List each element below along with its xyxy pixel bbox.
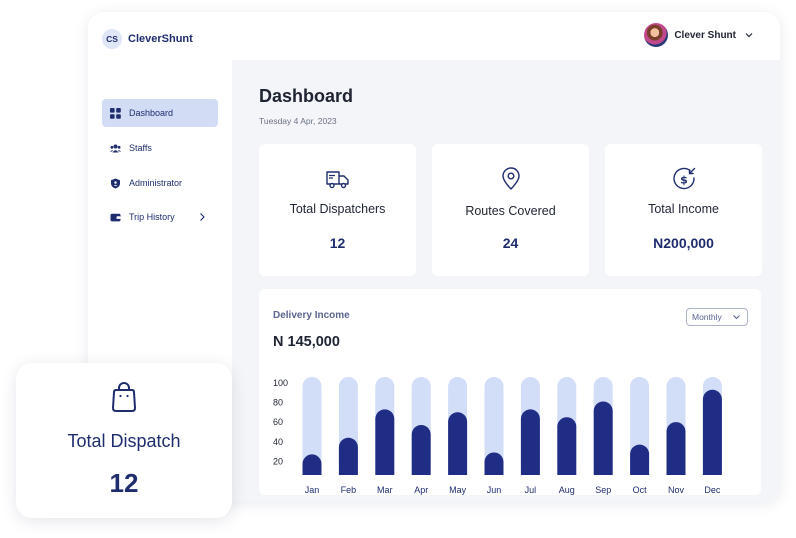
period-select[interactable]: Monthly: [686, 308, 748, 326]
x-tick-label: Jan: [305, 485, 320, 495]
x-tick-label: Jul: [525, 485, 537, 495]
delivery-income-card: Delivery Income N 145,000 Monthly 100 80 6…: [259, 289, 761, 495]
sidebar-item-label: Dashboard: [129, 108, 174, 118]
main-content: Dashboard Tuesday 4 Apr, 2023 Total Disp…: [232, 60, 780, 502]
wallet-icon: [110, 212, 121, 223]
stat-value: N200,000: [653, 235, 714, 251]
bar-track: [484, 377, 504, 475]
x-tick-label: Jun: [487, 485, 502, 495]
x-tick-label: Aug: [559, 485, 575, 495]
chart-title: Delivery Income: [273, 310, 350, 321]
page-date: Tuesday 4 Apr, 2023: [259, 116, 337, 126]
stat-card-total-dispatchers: Total Dispatchers 12: [259, 144, 416, 276]
bar-apr[interactable]: [411, 425, 431, 475]
location-pin-icon: [501, 167, 520, 190]
stat-label: Routes Covered: [465, 204, 556, 218]
avatar: [644, 23, 669, 47]
sidebar-item-label: Trip History: [129, 212, 175, 222]
stat-value: 24: [502, 235, 519, 251]
chevron-down-icon: [745, 33, 753, 38]
bar-track: [302, 377, 322, 475]
x-tick-label: Nov: [668, 485, 685, 495]
y-tick-label: 40: [273, 437, 283, 447]
bar-jan[interactable]: [302, 454, 322, 475]
bar-mar[interactable]: [375, 409, 395, 475]
delivery-income-chart: 100 80 60 40 20 Jan Feb Mar Apr May Jun Jul Aug Sep Oc…: [273, 377, 722, 495]
bar-jul[interactable]: [520, 409, 540, 475]
chevron-down-icon: [733, 315, 740, 320]
total-dispatch-label: Total Dispatch: [67, 431, 181, 451]
sidebar-item-dashboard[interactable]: Dashboard: [102, 99, 218, 127]
logo-badge: CS: [102, 29, 122, 49]
bar-may[interactable]: [448, 412, 468, 475]
stat-card-routes-covered: Routes Covered 24: [432, 144, 589, 276]
y-tick-label: 80: [273, 398, 283, 408]
period-select-label: Monthly: [692, 312, 722, 322]
bar-sep[interactable]: [593, 401, 613, 476]
x-tick-label: Sep: [595, 485, 611, 495]
x-tick-label: Mar: [377, 485, 393, 495]
top-bar: CS CleverShunt Clever Shunt: [88, 12, 780, 60]
admin-shield-icon: [110, 178, 121, 189]
sidebar-item-trip-history[interactable]: Trip History: [102, 203, 218, 231]
bar-dec[interactable]: [702, 389, 722, 475]
x-tick-label: Dec: [704, 485, 721, 495]
stat-label: Total Dispatchers: [289, 202, 386, 216]
shopping-bag-icon: [112, 382, 136, 412]
bar-feb[interactable]: [338, 437, 358, 475]
sidebar-item-staffs[interactable]: Staffs: [102, 134, 218, 162]
svg-text:$: $: [680, 174, 688, 187]
stat-card-total-income: $ Total Income N200,000: [605, 144, 762, 276]
users-icon: [110, 143, 121, 154]
sidebar-item-label: Administrator: [129, 178, 183, 188]
bar-jun[interactable]: [484, 452, 504, 475]
total-dispatch-card: Total Dispatch 12: [16, 363, 232, 518]
bar-oct[interactable]: [630, 444, 650, 475]
user-menu[interactable]: Clever Shunt: [644, 23, 754, 47]
logo[interactable]: CS CleverShunt: [102, 29, 193, 49]
stat-label: Total Income: [648, 202, 719, 216]
chevron-right-icon: [200, 213, 205, 221]
bar-nov[interactable]: [666, 422, 686, 475]
y-tick-label: 100: [273, 378, 288, 388]
total-dispatch-value: 12: [109, 468, 139, 498]
user-name: Clever Shunt: [674, 29, 736, 41]
y-tick-label: 60: [273, 417, 283, 427]
logo-text: CleverShunt: [128, 33, 193, 45]
app-window: CS CleverShunt Clever Shunt Dashboard S: [88, 12, 780, 502]
x-tick-label: May: [449, 485, 467, 495]
stat-value: 12: [329, 235, 346, 251]
grid-icon: [110, 107, 121, 119]
x-tick-label: Apr: [414, 485, 428, 495]
sidebar-item-label: Staffs: [129, 143, 152, 153]
page-title: Dashboard: [259, 86, 354, 106]
x-tick-label: Oct: [633, 485, 648, 495]
delivery-income-amount: N 145,000: [273, 334, 340, 350]
dollar-income-icon: $: [672, 167, 695, 190]
sidebar-item-administrator[interactable]: Administrator: [102, 169, 218, 197]
bar-aug[interactable]: [557, 417, 577, 475]
truck-icon: [325, 171, 349, 189]
x-tick-label: Feb: [341, 485, 357, 495]
y-tick-label: 20: [273, 456, 283, 466]
